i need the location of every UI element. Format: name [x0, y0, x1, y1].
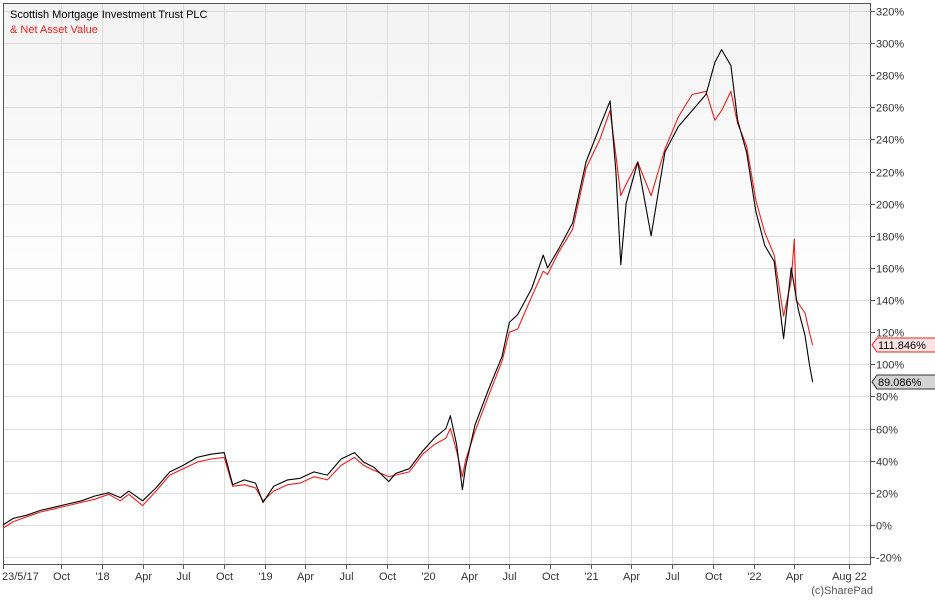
x-tick-label: 23/5/17 [2, 571, 39, 583]
x-tick-label: Apr [623, 571, 640, 583]
y-gridlines [3, 11, 871, 558]
plot-area [3, 3, 871, 565]
x-axis-ticks: 23/5/17 Oct '18 Apr Jul Oct '19 Apr Jul Oct '20 Apr… [2, 565, 867, 583]
y-tick-label: 40% [876, 457, 898, 469]
x-gridlines [61, 3, 850, 565]
last-value-label-nav: 111.846% [878, 340, 926, 352]
x-tick-label: Jul [502, 571, 516, 583]
x-tick-label: '20 [421, 571, 435, 583]
x-tick-label: Oct [705, 571, 722, 583]
y-tick-label: 60% [876, 425, 898, 437]
y-tick-label: 140% [876, 296, 904, 308]
series-line-share-price [2, 49, 814, 526]
x-tick-label: Jul [339, 571, 353, 583]
x-tick-label: Oct [53, 571, 70, 583]
last-value-label-share-price: 89.086% [878, 377, 922, 389]
y-tick-label: -20% [876, 553, 902, 565]
x-tick-label: Apr [297, 571, 314, 583]
x-tick-label: Oct [542, 571, 559, 583]
y-tick-label: 80% [876, 392, 898, 404]
y-tick-label: 260% [876, 103, 904, 115]
x-tick-label: Apr [786, 571, 803, 583]
y-tick-label: 320% [876, 7, 904, 19]
copyright-label: (c)SharePad [811, 585, 873, 597]
x-tick-label: '19 [258, 571, 272, 583]
y-tick-label: 120% [876, 328, 904, 340]
x-tick-label: Jul [665, 571, 679, 583]
y-tick-label: 160% [876, 264, 904, 276]
x-tick-label: '21 [584, 571, 598, 583]
last-value-labels: 89.086% 111.846% [871, 337, 935, 390]
y-axis-ticks: -20% 0% 20% 40% 60% 80% 100% 120% 140% 160% 180% 20… [871, 7, 904, 565]
y-tick-label: 300% [876, 39, 904, 51]
chart-subtitle: & Net Asset Value [10, 24, 98, 36]
y-tick-label: 0% [876, 521, 892, 533]
x-tick-label: '22 [747, 571, 761, 583]
last-value-tag-share-price [871, 374, 935, 390]
series-layer [2, 49, 814, 529]
y-tick-label: 280% [876, 71, 904, 83]
x-tick-label: Oct [216, 571, 233, 583]
y-tick-label: 200% [876, 200, 904, 212]
y-tick-label: 100% [876, 360, 904, 372]
plot-frame [3, 3, 871, 565]
y-tick-label: 220% [876, 168, 904, 180]
x-tick-label: '18 [95, 571, 109, 583]
x-tick-label: Apr [461, 571, 478, 583]
last-value-tag-nav [871, 337, 935, 353]
x-tick-label: Aug 22 [832, 571, 867, 583]
x-tick-label: Oct [379, 571, 396, 583]
chart-title: Scottish Mortgage Investment Trust PLC [10, 9, 208, 21]
y-tick-label: 180% [876, 232, 904, 244]
x-tick-label: Apr [135, 571, 152, 583]
y-tick-label: 240% [876, 135, 904, 147]
x-tick-label: Jul [176, 571, 190, 583]
y-tick-label: 20% [876, 489, 898, 501]
